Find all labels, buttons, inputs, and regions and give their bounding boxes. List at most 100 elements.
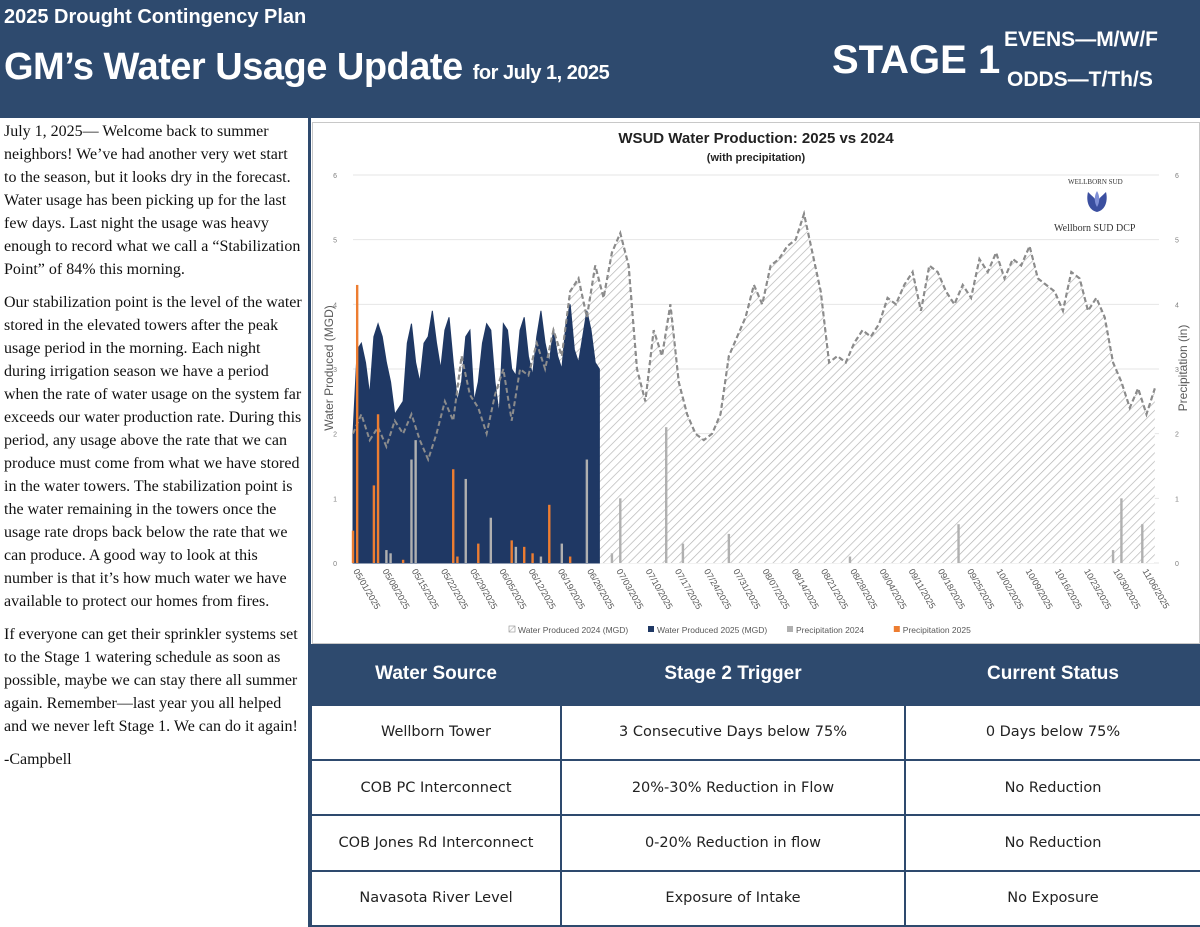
logo-arc-text: WELLBORN SUD <box>1068 178 1123 186</box>
column-header-water-source: Water Source <box>311 644 561 705</box>
precip-bar <box>376 414 380 563</box>
update-date: for July 1, 2025 <box>472 62 610 84</box>
y-tick-label: 2 <box>333 432 337 439</box>
series-2024-line-overlay <box>352 209 1156 463</box>
precip-bar <box>585 459 589 563</box>
y2-tick-label: 1 <box>1175 496 1179 503</box>
legend-swatch <box>893 626 900 632</box>
table-row: Navasota River Level Exposure of Intake … <box>310 869 1200 927</box>
precip-bar <box>414 440 417 563</box>
cell-trigger: 0-20% Reduction in flow <box>560 814 906 872</box>
cell-status: No Reduction <box>904 758 1200 817</box>
precip-bar <box>523 546 526 563</box>
column-divider <box>308 118 311 927</box>
chart-legend: Water Produced 2024 (MGD) Water Produced … <box>508 625 971 635</box>
evens-schedule: EVENS—M/W/F <box>1004 28 1159 51</box>
table-header-row: Water Source Stage 2 Trigger Current Sta… <box>311 644 1200 705</box>
precip-bar <box>1120 498 1123 563</box>
precip-bar <box>531 553 534 563</box>
x-tick-label: 10/16/2025 <box>1053 567 1084 611</box>
x-tick-label: 06/26/2025 <box>585 567 616 611</box>
area-series-layer <box>352 209 1156 564</box>
cell-water-source: Navasota River Level <box>310 869 562 927</box>
x-tick-label: 09/04/2025 <box>877 567 908 611</box>
x-tick-label: 05/15/2025 <box>410 567 441 611</box>
y-tick-label: 3 <box>333 367 337 374</box>
x-tick-label: 08/07/2025 <box>761 567 792 611</box>
x-tick-label: 05/22/2025 <box>439 567 470 611</box>
y2-tick-label: 2 <box>1175 432 1179 439</box>
main-title: GM’s Water Usage Update <box>4 46 463 88</box>
cell-trigger: 20%-30% Reduction in Flow <box>560 758 906 817</box>
tulip-logo-icon <box>1087 191 1107 212</box>
table-row: COB Jones Rd Interconnect 0-20% Reductio… <box>310 814 1200 872</box>
table-row: COB PC Interconnect 20%-30% Reduction in… <box>310 758 1200 817</box>
y2-axis-title: Precipitation (in) <box>1176 325 1190 412</box>
legend-label: Water Produced 2024 (MGD) <box>518 625 628 635</box>
x-tick-label: 08/14/2025 <box>790 567 821 611</box>
x-tick-label: 06/05/2025 <box>497 567 528 611</box>
precip-bar <box>456 556 459 563</box>
page-header: 2025 Drought Contingency Plan GM’s Water… <box>0 0 1200 118</box>
precip-bar <box>560 543 564 563</box>
precip-bar <box>452 469 455 563</box>
cell-water-source: COB Jones Rd Interconnect <box>310 814 562 872</box>
x-tick-label: 09/18/2025 <box>936 567 967 611</box>
chart-panel: WSUD Water Production: 2025 vs 2024 (wit… <box>312 122 1200 644</box>
x-tick-label: 10/23/2025 <box>1082 567 1113 611</box>
legend-label: Precipitation 2024 <box>796 625 864 635</box>
precip-bar <box>385 550 388 563</box>
legend-swatch <box>787 626 793 632</box>
x-tick-label: 05/01/2025 <box>351 567 382 611</box>
status-table: Water Source Stage 2 Trigger Current Sta… <box>310 644 1200 927</box>
cell-status: No Exposure <box>904 869 1200 927</box>
article-paragraph: If everyone can get their sprinkler syst… <box>4 626 298 735</box>
article-signature: -Campbell <box>4 751 72 768</box>
precip-bar <box>665 427 668 563</box>
legend-label: Water Produced 2025 (MGD) <box>657 625 767 635</box>
precip-bar <box>372 485 376 563</box>
cell-status: 0 Days below 75% <box>904 703 1200 761</box>
precip-bar <box>1141 524 1144 563</box>
precip-bar <box>514 546 518 563</box>
precip-bar <box>548 504 551 563</box>
precip-bar <box>619 498 622 563</box>
y-axis-title: Water Produced (MGD) <box>322 305 336 431</box>
x-tick-label: 10/02/2025 <box>994 567 1025 611</box>
x-tick-label: 09/25/2025 <box>965 567 996 611</box>
x-tick-label: 10/09/2025 <box>1024 567 1055 611</box>
x-tick-label: 05/29/2025 <box>468 567 499 611</box>
x-tick-label: 06/19/2025 <box>556 567 587 611</box>
x-tick-label: 08/21/2025 <box>819 567 850 611</box>
x-tick-label: 05/08/2025 <box>381 567 412 611</box>
precip-bar <box>477 543 480 563</box>
plan-title: 2025 Drought Contingency Plan <box>4 6 307 28</box>
chart-title: WSUD Water Production: 2025 vs 2024 <box>618 130 894 147</box>
precip-bar <box>401 559 405 563</box>
cell-water-source: Wellborn Tower <box>310 703 562 761</box>
precip-bar <box>539 556 543 563</box>
y-tick-label: 0 <box>333 561 337 568</box>
precip-bars-layer <box>351 284 1144 563</box>
precip-bar <box>957 524 960 563</box>
precip-bar <box>355 284 359 563</box>
x-tick-label: 07/17/2025 <box>673 567 704 611</box>
article-paragraph: Our stabilization point is the level of … <box>4 294 302 610</box>
precip-bar <box>681 543 685 563</box>
precip-bar <box>610 553 614 563</box>
legend-label: Precipitation 2025 <box>903 625 971 635</box>
table-row: Wellborn Tower 3 Consecutive Days below … <box>310 703 1200 761</box>
y-tick-label: 6 <box>333 173 337 180</box>
precip-bar <box>1111 550 1115 563</box>
x-tick-label: 08/28/2025 <box>848 567 879 611</box>
cell-status: No Reduction <box>904 814 1200 872</box>
water-production-chart: WSUD Water Production: 2025 vs 2024 (wit… <box>322 130 1190 635</box>
stage-label: STAGE 1 <box>832 38 1001 82</box>
precip-bar <box>568 556 572 563</box>
legend-swatch <box>648 626 654 632</box>
wellborn-logo: WELLBORN SUD Wellborn SUD DCP <box>1050 178 1146 242</box>
chart-subtitle: (with precipitation) <box>707 152 806 164</box>
precip-bar <box>389 553 392 563</box>
column-header-stage2-trigger: Stage 2 Trigger <box>561 644 905 705</box>
precip-bar <box>489 517 493 563</box>
